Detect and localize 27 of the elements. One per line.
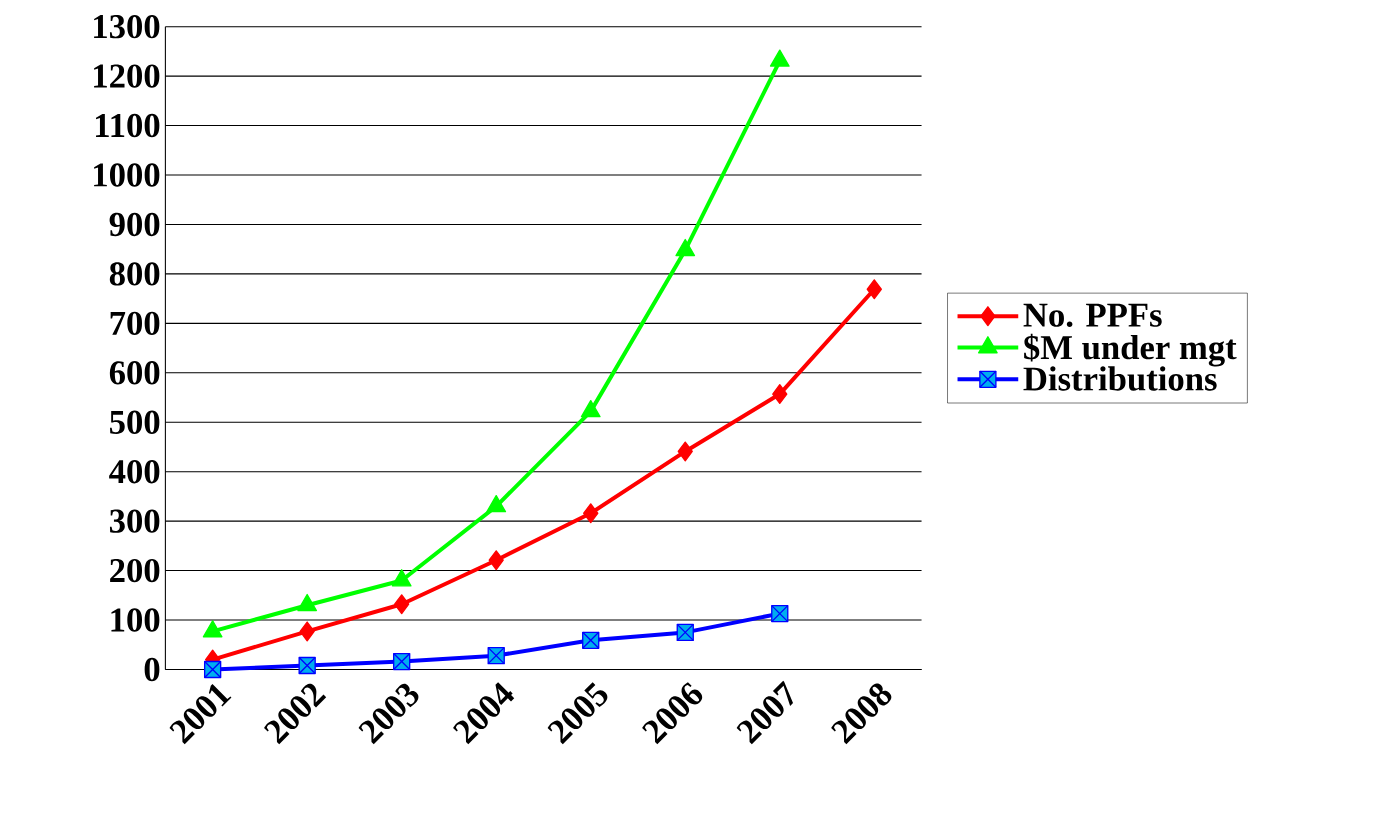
point: [769, 49, 790, 67]
legend-label: No. PPFs: [1023, 303, 1162, 327]
point: [677, 441, 693, 462]
y-tick-label: 300: [109, 509, 160, 533]
legend-label: Distributions: [1023, 366, 1217, 391]
y-tick-label: 500: [110, 410, 160, 434]
legend-label: $M under mgt: [1024, 333, 1237, 367]
point: [488, 550, 504, 571]
point: [772, 383, 788, 404]
y-tick-label: 200: [110, 558, 160, 583]
y-tick-label: 900: [109, 212, 160, 237]
y-tick-label: 1000: [94, 163, 160, 187]
y-tick-label: 400: [109, 459, 160, 484]
y-tick-label: 600: [109, 360, 160, 385]
y-tick-label: 1100: [96, 113, 160, 138]
point: [866, 279, 882, 300]
y-tick-label: 100: [111, 608, 160, 632]
y-tick-label: 700: [110, 311, 160, 335]
point: [299, 621, 315, 642]
y-tick-label: 1300: [94, 14, 160, 39]
y-tick-label: 800: [109, 262, 160, 286]
y-tick-label: 1200: [94, 64, 160, 88]
point: [583, 503, 599, 524]
y-tick-label: 0: [144, 657, 160, 682]
point: [394, 594, 410, 615]
point: [580, 399, 601, 418]
point: [675, 238, 696, 257]
